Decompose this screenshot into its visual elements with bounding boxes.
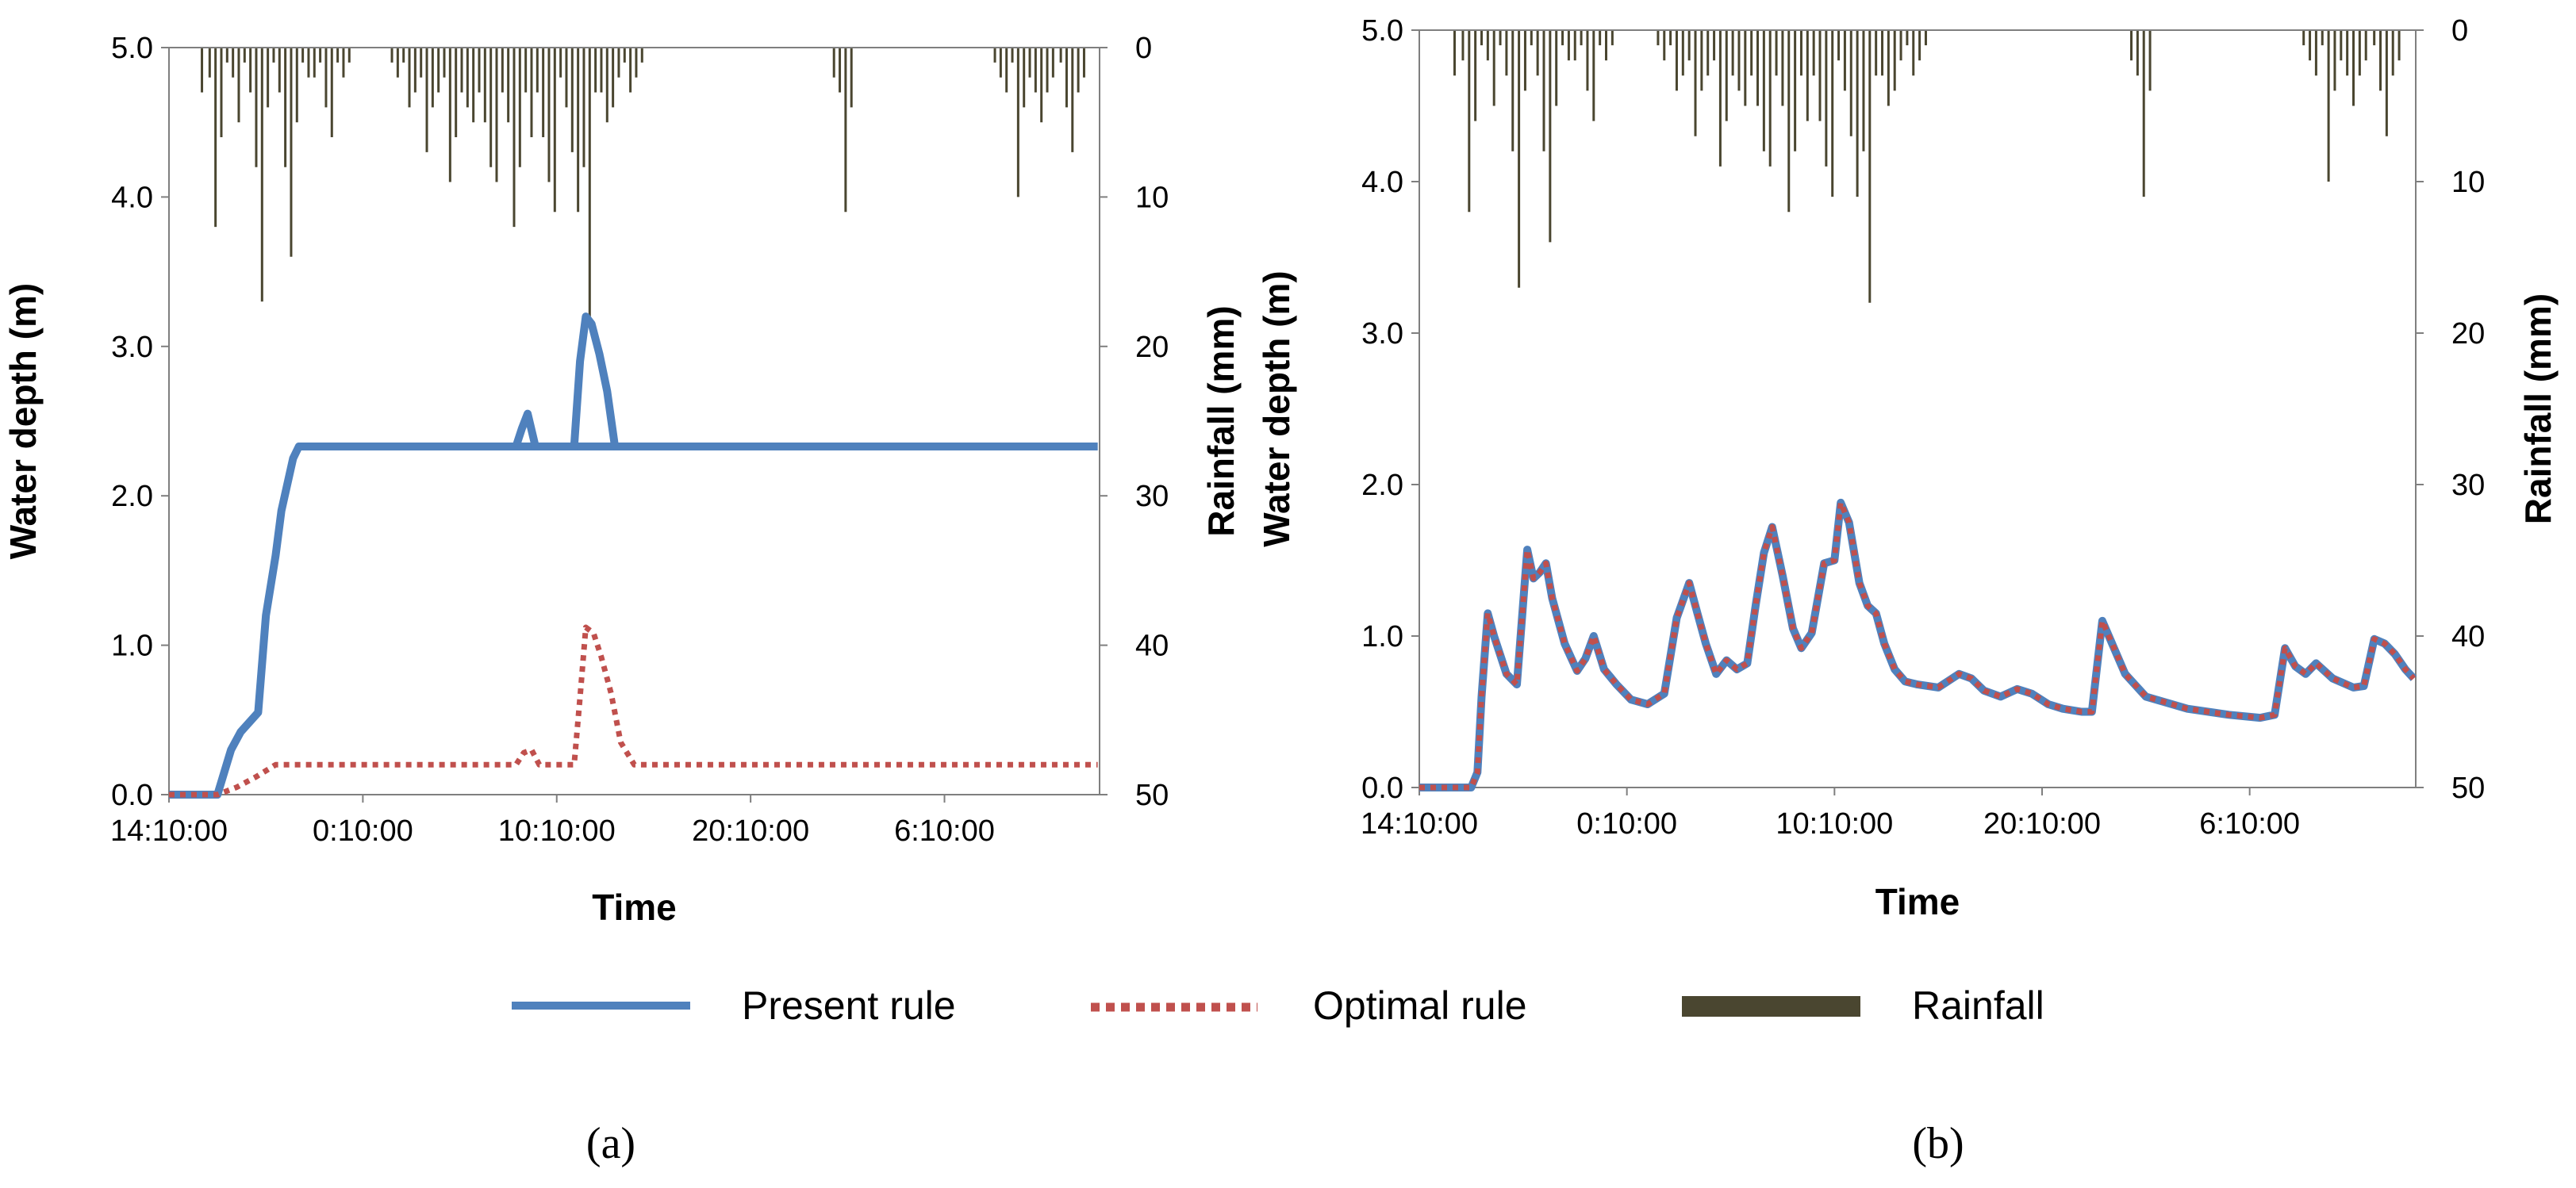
series-line-present-rule xyxy=(512,312,1098,450)
y2-tick-label: 50 xyxy=(2451,772,2485,805)
chart-panel-b: 0.0 1.0 2.0 3.0 4.0 5.0 0 10 20 30 40 50 14:10:00 0:1… xyxy=(1256,14,2559,922)
y2-axis-title: Rainfall (mm) xyxy=(2517,293,2559,524)
legend-label-present-rule: Present rule xyxy=(742,983,956,1028)
chart-panel-a: 0.0 1.0 2.0 3.0 4.0 5.0 0 10 20 30 40 50 14:10:00 0:1… xyxy=(2,32,1242,928)
y-tick-label: 1.0 xyxy=(1361,620,1403,653)
x-tick-label: 6:10:00 xyxy=(894,814,995,848)
legend: Present rule Optimal rule Rainfall xyxy=(512,983,2044,1028)
y-tick-label: 0.0 xyxy=(111,779,153,812)
y2-tick-label: 40 xyxy=(1135,630,1169,663)
y2-tick-label: 0 xyxy=(2451,14,2468,48)
y2-axis-title: Rainfall (mm) xyxy=(1200,305,1242,536)
legend-label-rainfall: Rainfall xyxy=(1912,983,2044,1028)
y-tick-label: 5.0 xyxy=(1361,14,1403,48)
y-tick-label: 1.0 xyxy=(111,630,153,663)
y2-tick-label: 20 xyxy=(2451,317,2485,351)
y2-tick-label: 50 xyxy=(1135,779,1169,812)
y2-tick-label: 10 xyxy=(2451,166,2485,199)
x-tick-label: 20:10:00 xyxy=(1983,807,2101,841)
series-line-optimal-rule xyxy=(1419,500,2416,791)
y2-tick-label: 10 xyxy=(1135,181,1169,214)
x-tick-label: 10:10:00 xyxy=(1776,807,1893,841)
series-line-present-rule xyxy=(169,443,1098,799)
legend-label-optimal-rule: Optimal rule xyxy=(1313,983,1527,1028)
x-axis-title: Time xyxy=(592,887,677,928)
y2-tick-label: 40 xyxy=(2451,620,2485,653)
y-tick-label: 5.0 xyxy=(111,32,153,65)
y2-tick-label: 20 xyxy=(1135,331,1169,364)
x-tick-label: 20:10:00 xyxy=(692,814,809,848)
y-tick-label: 2.0 xyxy=(1361,469,1403,502)
y2-tick-label: 30 xyxy=(1135,480,1169,513)
x-tick-label: 0:10:00 xyxy=(1576,807,1677,841)
y-tick-label: 4.0 xyxy=(111,181,153,214)
y-axis-title: Water depth (m) xyxy=(2,283,44,559)
y2-tick-label: 0 xyxy=(1135,32,1152,65)
x-tick-label: 6:10:00 xyxy=(2199,807,2300,841)
y-tick-label: 4.0 xyxy=(1361,166,1403,199)
y-tick-label: 3.0 xyxy=(1361,317,1403,351)
x-tick-label: 10:10:00 xyxy=(498,814,616,848)
y-axis-title: Water depth (m) xyxy=(1256,270,1297,546)
series-line-present-rule xyxy=(1419,498,2417,791)
y-tick-label: 3.0 xyxy=(111,331,153,364)
panel-label-b: (b) xyxy=(1912,1119,1964,1168)
y2-tick-label: 30 xyxy=(2451,469,2485,502)
y-tick-label: 2.0 xyxy=(111,480,153,513)
panel-label-a: (a) xyxy=(586,1119,635,1168)
x-axis-title: Time xyxy=(1875,881,1960,922)
x-tick-label: 14:10:00 xyxy=(1361,807,1478,841)
y-tick-label: 0.0 xyxy=(1361,772,1403,805)
legend-swatch-rainfall xyxy=(1682,996,1860,1017)
x-tick-label: 14:10:00 xyxy=(110,814,228,848)
series-line-optimal-rule xyxy=(169,624,1098,798)
x-tick-label: 0:10:00 xyxy=(313,814,413,848)
